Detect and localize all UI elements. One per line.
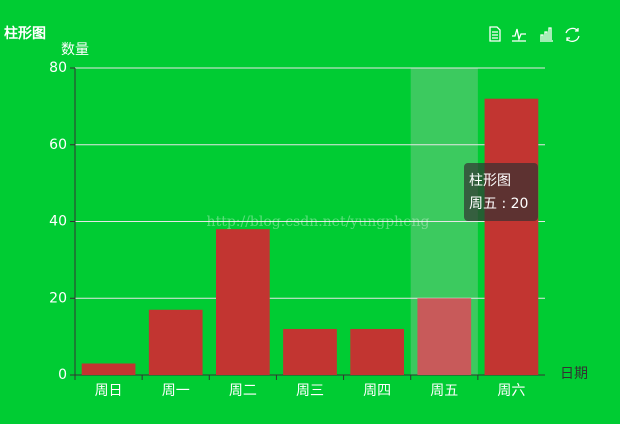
bar <box>148 309 203 375</box>
chart-title: 柱形图 <box>4 25 46 42</box>
toolbox <box>489 26 580 42</box>
x-axis-label: 日期 <box>560 366 588 382</box>
bar <box>484 98 539 375</box>
x-tick-label: 周一 <box>162 383 190 399</box>
tooltip-box <box>464 163 538 221</box>
bar <box>216 229 270 375</box>
tooltip: 柱形图 周五 : 20 <box>464 163 538 221</box>
x-tick-label: 周三 <box>296 383 324 399</box>
bar-button[interactable] <box>540 27 553 42</box>
y-axis-label: 数量 <box>61 42 89 58</box>
bar <box>350 328 404 375</box>
y-tick-label: 20 <box>49 290 67 306</box>
bar <box>81 363 136 375</box>
restore-button[interactable] <box>565 27 580 42</box>
y-tick-label: 0 <box>58 367 67 383</box>
y-tick-label: 40 <box>49 214 67 230</box>
tooltip-title: 柱形图 <box>469 173 511 189</box>
x-tick-label: 周六 <box>497 383 525 399</box>
data-view-button[interactable] <box>489 26 501 42</box>
bar <box>417 298 472 375</box>
x-tick-label: 周二 <box>229 383 257 399</box>
plot: 0 20 40 60 80 周日 周一 周二 周三 周四 周五 周六 <box>49 60 545 399</box>
line-button[interactable] <box>512 28 526 42</box>
y-tick-label: 60 <box>49 137 67 153</box>
y-tick-label: 80 <box>49 60 67 76</box>
x-tick-label: 周日 <box>95 383 123 399</box>
x-tick-label: 周五 <box>430 383 458 399</box>
watermark: http://blog.csdn.net/yungpheng <box>207 214 430 230</box>
bar <box>283 328 337 375</box>
x-tick-label: 周四 <box>363 383 391 399</box>
tooltip-text: 周五 : 20 <box>469 196 528 212</box>
